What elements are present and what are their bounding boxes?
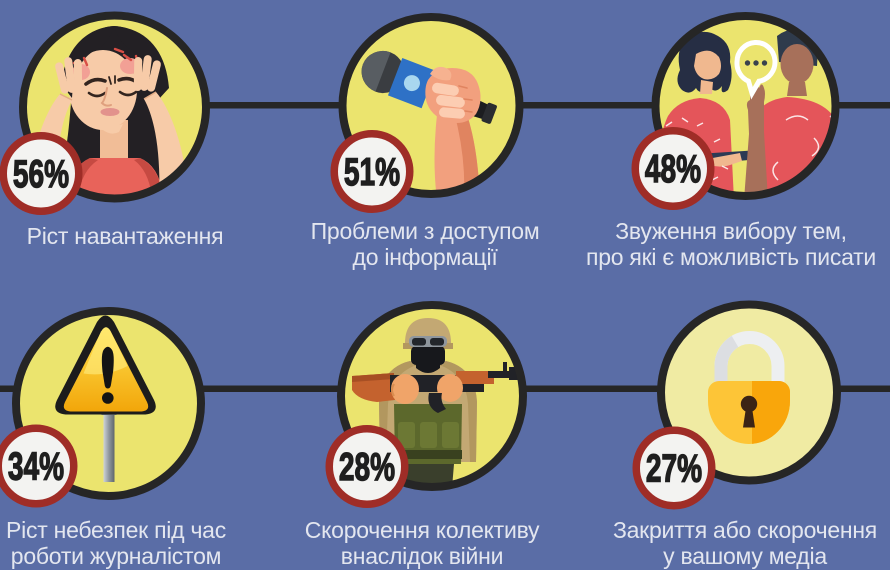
svg-text:27%: 27% bbox=[646, 447, 702, 491]
svg-text:34%: 34% bbox=[8, 445, 64, 489]
svg-text:51%: 51% bbox=[344, 151, 400, 195]
svg-text:48%: 48% bbox=[645, 148, 701, 192]
svg-text:28%: 28% bbox=[339, 446, 395, 490]
svg-text:56%: 56% bbox=[13, 153, 69, 197]
